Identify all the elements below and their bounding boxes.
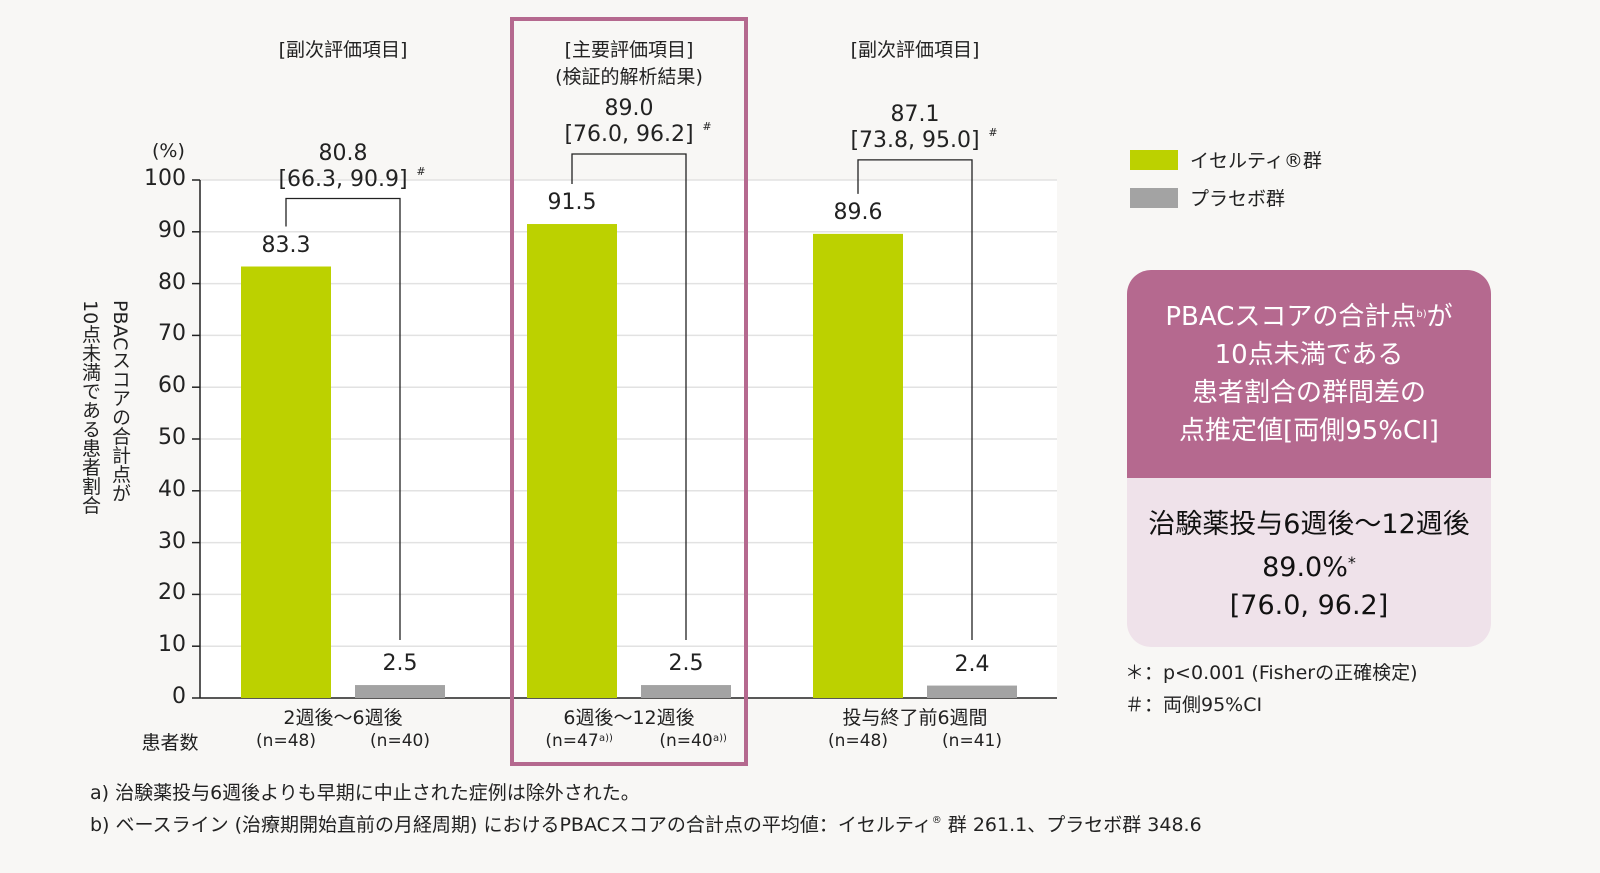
n-footnote-ref: a)) [713, 733, 727, 744]
summary-box-result: 治験薬投与6週後〜12週後 89.0%* [76.0, 96.2] [1127, 478, 1491, 625]
summary-title-line: PBACスコアの合計点 [1165, 302, 1417, 332]
bar-value-label: 2.4 [954, 651, 990, 677]
y-tick-label: 90 [158, 217, 186, 243]
note-ci: ＃：両側95%CI [1125, 694, 1263, 716]
bar-iselty [241, 266, 331, 698]
significance-mark: * [1347, 553, 1356, 572]
summary-title-line: 点推定値[両側95%CI] [1179, 416, 1439, 446]
category-label: 2週後〜6週後 [283, 707, 403, 729]
group-header: (検証的解析結果) [555, 66, 703, 88]
legend-label-iselty: イセルティ®群 [1190, 150, 1322, 172]
y-tick-label: 0 [172, 684, 186, 709]
bar-placebo [641, 685, 731, 698]
y-tick-label: 100 [144, 166, 186, 191]
summary-box-title: PBACスコアの合計点b)が 10点未満である 患者割合の群間差の 点推定値[両… [1127, 270, 1491, 478]
summary-ci: [76.0, 96.2] [1229, 590, 1389, 621]
y-tick-label: 60 [158, 373, 186, 399]
difference-value: 89.0 [604, 96, 654, 122]
n-label: (n=47 [545, 731, 599, 751]
y-tick-label: 10 [158, 632, 186, 658]
difference-bracket [285, 197, 401, 640]
difference-ci: [76.0, 96.2] [564, 122, 694, 148]
difference-value: 80.8 [318, 140, 368, 166]
n-footnote-ref: a)) [599, 733, 613, 744]
n-label: (n=41) [942, 731, 1002, 751]
legend-label-placebo: プラセボ群 [1190, 188, 1286, 210]
difference-value: 87.1 [890, 101, 940, 127]
bar-value-label: 83.3 [261, 232, 311, 258]
bar-value-label: 2.5 [668, 651, 704, 677]
footnote-b-text: b) ベースライン (治療期開始直前の月経周期) におけるPBACスコアの合計点… [90, 814, 932, 836]
legend-swatch-iselty [1130, 150, 1178, 170]
group-header: [副次評価項目] [278, 39, 408, 61]
y-tick-label: 50 [158, 425, 186, 450]
n-label: (n=48) [256, 731, 316, 751]
difference-bracket [857, 159, 973, 640]
group-header: [主要評価項目] [564, 39, 694, 61]
summary-title-suffix: が [1426, 302, 1453, 332]
bar-placebo [355, 685, 445, 698]
y-unit-label: (%) [152, 140, 185, 162]
bar-iselty [813, 233, 903, 698]
ci-mark: # [988, 125, 998, 139]
group-header: [副次評価項目] [850, 39, 980, 61]
y-tick-label: 20 [158, 580, 186, 606]
summary-value: 89.0% [1262, 552, 1348, 583]
bar-value-label: 91.5 [547, 190, 597, 216]
category-label: 投与終了前6週間 [842, 707, 988, 729]
difference-ci: [66.3, 90.9] [278, 166, 408, 192]
summary-period: 治験薬投与6週後〜12週後 [1148, 509, 1470, 540]
footnote-a: a) 治験薬投与6週後よりも早期に中止された症例は除外された。 [90, 782, 640, 804]
primary-endpoint-highlight [510, 17, 748, 766]
ci-mark: # [416, 164, 426, 178]
summary-box: PBACスコアの合計点b)が 10点未満である 患者割合の群間差の 点推定値[両… [1127, 270, 1491, 647]
footnote-ref: b) [1416, 309, 1427, 320]
y-axis-label-line2: 10点未満である患者割合 [79, 300, 101, 515]
n-label: (n=48) [828, 731, 888, 751]
bar-value-label: 89.6 [833, 199, 883, 225]
footnote-b: b) ベースライン (治療期開始直前の月経周期) におけるPBACスコアの合計点… [90, 810, 1202, 837]
y-tick-label: 80 [158, 269, 186, 295]
y-tick-label: 70 [158, 321, 186, 347]
note-p-value: ＊：p<0.001 (Fisherの正確検定) [1125, 662, 1418, 684]
category-label: 6週後〜12週後 [563, 707, 695, 729]
y-axis-label-line1: PBACスコアの合計点が [109, 300, 131, 503]
legend-swatch-placebo [1130, 188, 1178, 208]
bar-iselty [527, 224, 617, 698]
summary-title-line: 10点未満である [1214, 340, 1404, 370]
n-row-label: 患者数 [141, 732, 199, 754]
summary-title-line: 患者割合の群間差の [1191, 378, 1426, 408]
difference-ci: [73.8, 95.0] [850, 127, 980, 153]
y-tick-label: 40 [158, 476, 186, 502]
n-label: (n=40 [659, 731, 713, 751]
bar-value-label: 2.5 [382, 651, 418, 677]
footnote-b-text-end: 群 261.1、プラセボ群 348.6 [941, 814, 1202, 836]
bar-placebo [927, 685, 1017, 698]
difference-bracket [571, 153, 687, 640]
y-tick-label: 30 [158, 528, 186, 554]
ci-mark: # [702, 120, 712, 134]
n-label: (n=40) [370, 731, 430, 751]
registered-mark: ® [931, 815, 942, 826]
